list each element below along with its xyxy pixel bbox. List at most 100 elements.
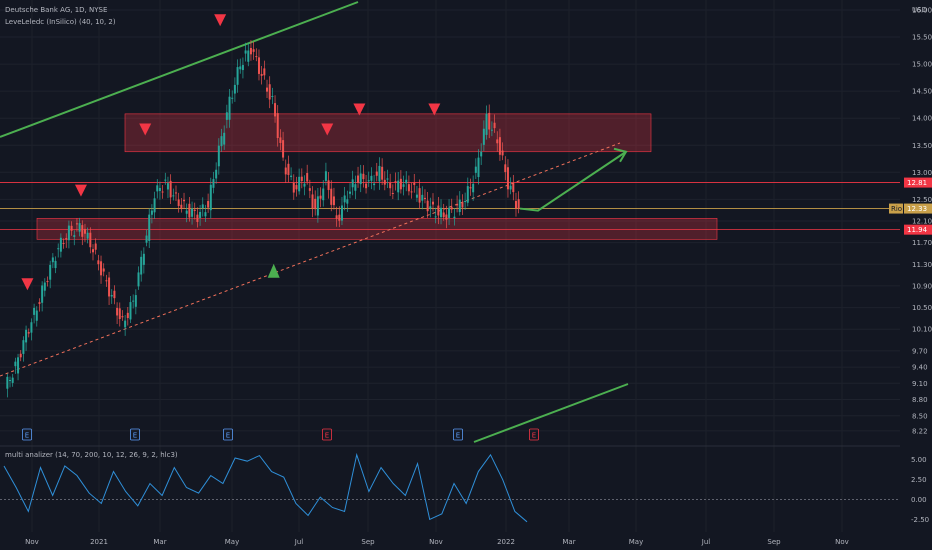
projection-arrowhead (613, 147, 628, 163)
candle-body-117 (319, 195, 322, 199)
resistance-zone (124, 113, 652, 153)
candle-body-124 (338, 214, 341, 221)
candle-body-18 (54, 260, 57, 269)
candle-body-4 (17, 357, 20, 374)
candle-body-147 (399, 178, 402, 190)
candle-body-44 (124, 320, 127, 328)
candle-body-52 (145, 235, 148, 243)
candle-body-167 (453, 216, 456, 219)
candle-body-80 (220, 136, 223, 147)
candle-body-123 (335, 215, 338, 219)
earnings-marker-4 (453, 428, 463, 441)
candle-body-14 (43, 282, 46, 291)
candle-body-66 (183, 199, 186, 202)
candle-body-143 (389, 182, 392, 189)
earnings-marker-0 (22, 428, 32, 441)
candle-body-12 (38, 302, 41, 304)
candle-body-92 (252, 49, 255, 52)
candle-body-64 (177, 199, 180, 206)
price-tick-13: 10.10 (912, 326, 932, 334)
candle-body-145 (394, 181, 397, 183)
candle-body-106 (290, 175, 293, 178)
candle-body-58 (161, 191, 164, 193)
indicator-legend: LeveLeledc (InSilico) (40, 10, 2) (5, 18, 116, 26)
candle-body-156 (423, 197, 426, 200)
candle-body-142 (386, 178, 389, 180)
price-tick-8: 12.10 (912, 218, 932, 226)
candle-body-144 (391, 192, 394, 194)
candle-body-114 (311, 194, 314, 209)
price-level-label-2: 11.94 (907, 226, 928, 234)
price-level-label-0: 12.81 (907, 179, 927, 187)
earnings-label-5: E (532, 432, 536, 440)
earnings-label-3: E (325, 432, 329, 440)
candle-body-148 (402, 184, 405, 187)
candle-body-102 (279, 137, 282, 143)
candle-body-39 (110, 294, 113, 297)
candle-body-127 (346, 199, 349, 204)
candle-body-178 (482, 128, 485, 145)
candle-body-71 (196, 214, 199, 222)
price-level-label-1: 12.33 (907, 205, 927, 213)
candle-body-69 (191, 208, 194, 217)
candle-body-30 (86, 232, 89, 239)
candle-body-8 (27, 332, 30, 334)
candle-body-85 (233, 84, 236, 94)
candle-body-6 (22, 340, 25, 354)
candle-body-115 (314, 198, 317, 210)
candle-body-26 (75, 223, 78, 225)
candle-body-23 (67, 225, 70, 241)
candle-body-60 (166, 183, 169, 190)
earnings-label-0: E (25, 432, 29, 440)
price-badge-label: Rio (891, 205, 902, 213)
candle-body-181 (490, 129, 493, 131)
candle-body-149 (405, 179, 408, 184)
candle-body-160 (434, 216, 437, 218)
candle-body-1 (9, 379, 12, 381)
x-label-2: Mar (153, 538, 166, 546)
osc-tick-3: -2.50 (911, 516, 929, 524)
candle-body-130 (354, 184, 357, 191)
candle-body-165 (448, 207, 451, 218)
candle-body-190 (514, 201, 517, 209)
price-tick-18: 8.50 (912, 412, 928, 420)
candle-body-189 (512, 183, 515, 193)
candle-body-104 (284, 167, 287, 175)
candle-body-162 (440, 207, 443, 218)
candle-body-158 (429, 206, 432, 209)
candle-body-83 (228, 96, 231, 120)
candle-body-138 (375, 171, 378, 176)
down-arrow-5 (353, 103, 366, 116)
candle-body-112 (306, 173, 309, 182)
x-label-8: Mar (562, 538, 575, 546)
currency-label: USD (912, 6, 927, 14)
oscillator-line (3, 452, 528, 523)
upper-channel-line (0, 1, 359, 138)
candle-body-38 (108, 277, 111, 297)
candle-body-122 (332, 196, 335, 206)
down-arrow-0 (21, 278, 34, 291)
x-label-5: Sep (361, 538, 375, 546)
price-level-badge-1 (904, 203, 932, 214)
x-label-7: 2022 (497, 538, 515, 546)
x-label-4: Jul (294, 538, 304, 546)
candle-body-41 (116, 307, 119, 316)
candle-body-54 (150, 210, 153, 215)
candle-body-139 (378, 165, 381, 182)
candle-body-67 (185, 210, 188, 214)
osc-tick-2: 0.00 (911, 496, 927, 504)
earnings-marker-3 (322, 428, 332, 441)
candle-body-17 (51, 257, 54, 263)
down-arrow-4 (321, 123, 334, 136)
candle-body-105 (287, 163, 290, 175)
candle-body-166 (450, 207, 453, 210)
candle-body-63 (174, 192, 177, 194)
chart-title: Deutsche Bank AG, 1D, NYSE (5, 6, 108, 14)
price-tick-19: 8.22 (912, 427, 928, 435)
oscillator-legend: multi analizer (14, 70, 200, 10, 12, 26,… (5, 451, 178, 459)
candle-body-78 (215, 169, 218, 179)
candle-body-168 (456, 204, 459, 206)
candle-body-37 (105, 280, 108, 282)
